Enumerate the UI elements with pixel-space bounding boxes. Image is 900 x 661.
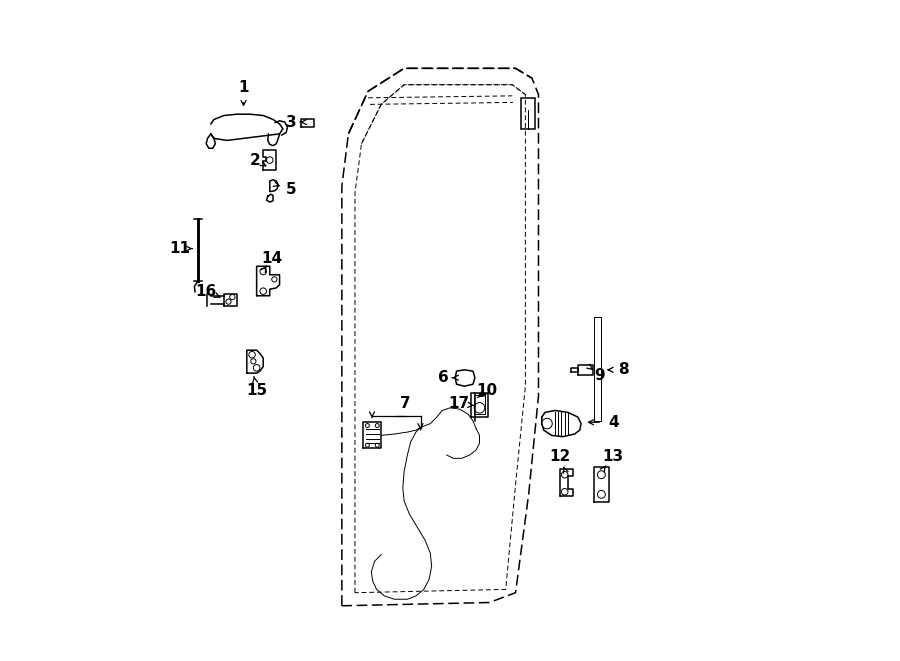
Text: 10: 10 <box>477 383 498 399</box>
Text: 11: 11 <box>169 241 191 256</box>
Text: 7: 7 <box>400 397 410 411</box>
Text: 13: 13 <box>602 449 623 464</box>
Bar <box>521 98 535 130</box>
Text: 14: 14 <box>261 251 283 266</box>
Text: 16: 16 <box>195 284 217 299</box>
Text: 4: 4 <box>608 414 619 430</box>
Text: 17: 17 <box>448 397 469 411</box>
Text: 8: 8 <box>618 362 629 377</box>
Text: 1: 1 <box>238 81 248 95</box>
Text: 15: 15 <box>246 383 267 399</box>
Text: 12: 12 <box>550 449 571 464</box>
Text: 2: 2 <box>250 153 261 168</box>
Text: 5: 5 <box>285 182 296 197</box>
Text: 6: 6 <box>438 370 449 385</box>
Text: 9: 9 <box>594 368 605 383</box>
Text: 3: 3 <box>286 114 297 130</box>
